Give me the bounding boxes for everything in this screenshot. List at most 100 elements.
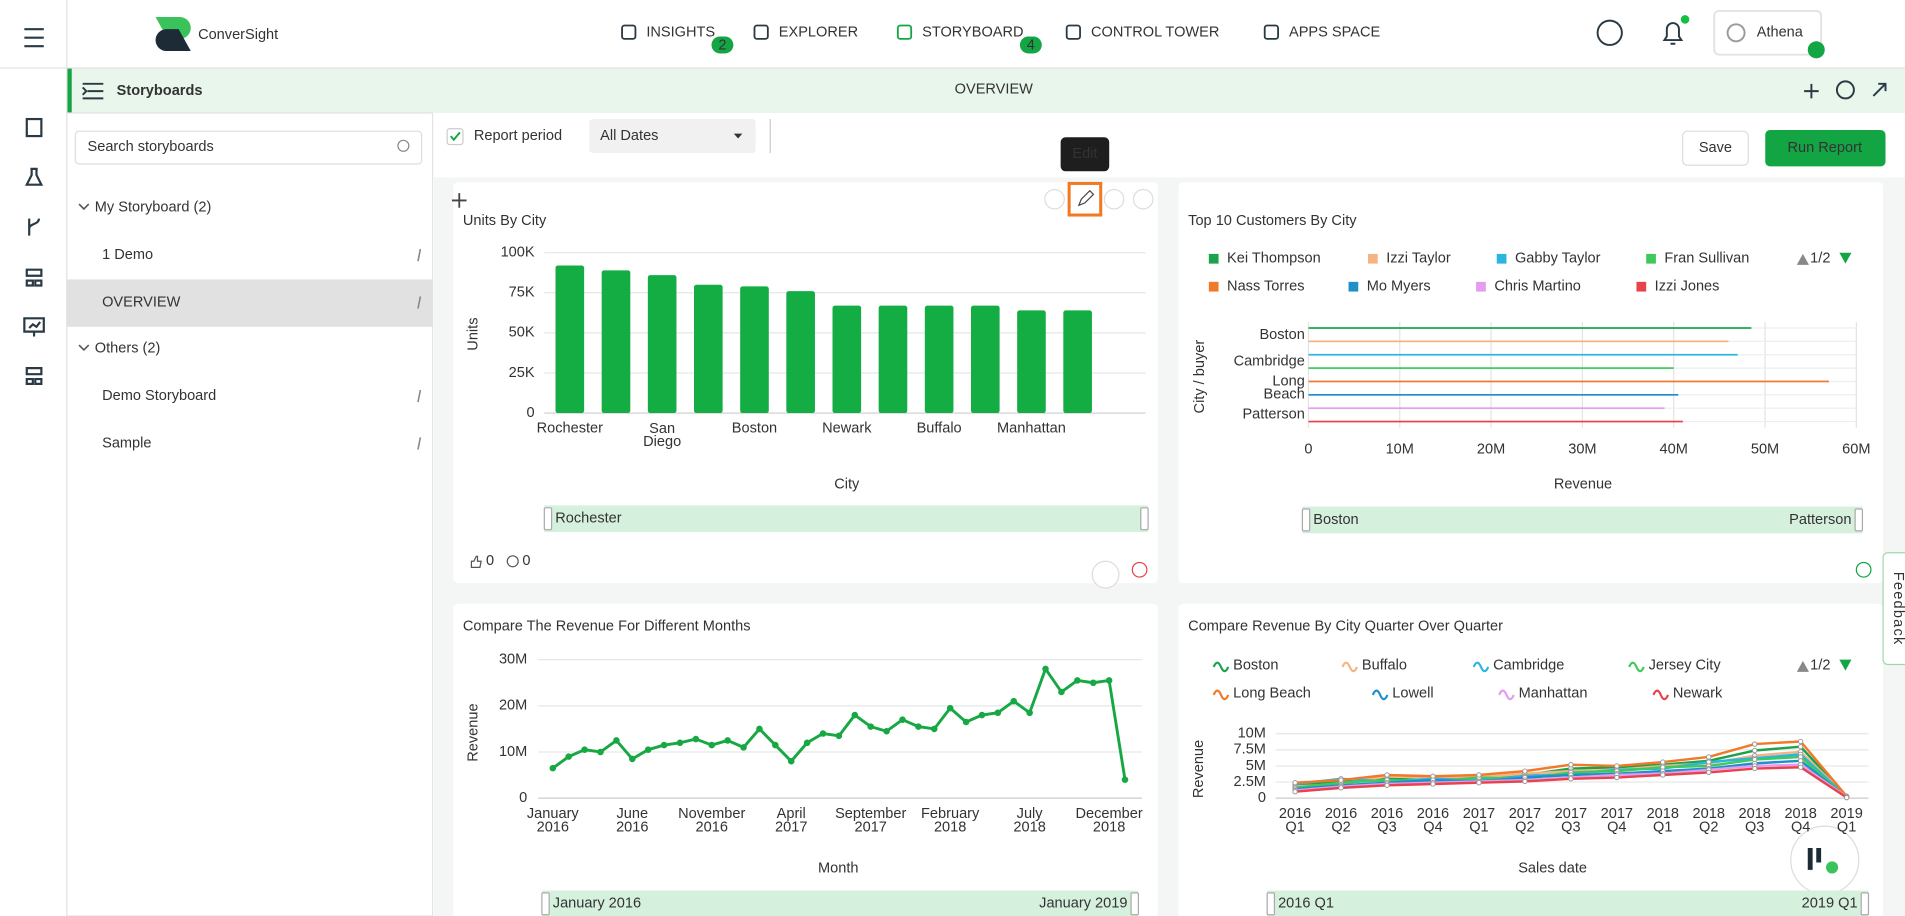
legend-label[interactable]: Jersey City bbox=[1649, 658, 1722, 674]
refresh-button[interactable] bbox=[1103, 188, 1125, 210]
bar bbox=[1308, 340, 1729, 343]
bar bbox=[832, 305, 862, 414]
slider-handle[interactable] bbox=[1130, 892, 1139, 916]
save-label[interactable]: Save bbox=[1699, 140, 1732, 156]
bar bbox=[1308, 393, 1679, 396]
feedback-tab[interactable] bbox=[1882, 552, 1905, 666]
slider-handle[interactable] bbox=[1301, 508, 1311, 532]
user-box[interactable] bbox=[1713, 9, 1823, 56]
x-tick-label: 2017 Q2 bbox=[1509, 806, 1541, 835]
slider-handle[interactable] bbox=[1140, 507, 1149, 531]
storyboard-item[interactable]: Sample bbox=[102, 435, 151, 451]
more-button[interactable] bbox=[1132, 188, 1154, 210]
x-tick-label: 2017 Q3 bbox=[1555, 806, 1587, 835]
nav-tab[interactable]: APPS SPACE bbox=[1289, 25, 1380, 41]
legend-label[interactable]: Izzi Jones bbox=[1655, 279, 1720, 295]
point bbox=[1384, 772, 1390, 778]
storyboard-item[interactable]: 1 Demo bbox=[102, 247, 153, 263]
storyboard-item[interactable]: Demo Storyboard bbox=[102, 388, 216, 404]
legend-label[interactable]: Chris Martino bbox=[1494, 279, 1581, 295]
slider-handle[interactable] bbox=[1266, 892, 1276, 916]
nav-icon[interactable] bbox=[25, 367, 43, 385]
legend-label[interactable]: Izzi Taylor bbox=[1386, 251, 1451, 267]
period-dropdown[interactable] bbox=[589, 119, 756, 154]
legend-label[interactable]: Boston bbox=[1233, 658, 1278, 674]
nav-icon[interactable] bbox=[25, 167, 44, 186]
save-button[interactable] bbox=[1682, 130, 1749, 166]
nav-tab[interactable]: INSIGHTS bbox=[646, 25, 715, 41]
point bbox=[1752, 747, 1758, 754]
info-icon[interactable] bbox=[1131, 561, 1148, 578]
slider-handle[interactable] bbox=[541, 892, 550, 916]
point bbox=[1058, 688, 1065, 696]
chat-button[interactable] bbox=[1790, 825, 1860, 895]
point bbox=[851, 711, 859, 719]
pager-down[interactable] bbox=[1839, 252, 1852, 264]
pager-down[interactable] bbox=[1839, 659, 1852, 671]
nav-icon[interactable] bbox=[25, 117, 43, 138]
x-tick-label: 20M bbox=[1477, 441, 1505, 457]
legend-label[interactable]: Buffalo bbox=[1362, 658, 1407, 674]
assistant-icon[interactable] bbox=[1091, 560, 1120, 589]
point bbox=[708, 741, 716, 749]
help-icon[interactable] bbox=[1596, 19, 1623, 46]
collapse-icon[interactable] bbox=[1872, 82, 1887, 97]
point bbox=[1476, 772, 1482, 778]
slider-handle[interactable] bbox=[1860, 892, 1870, 916]
range-slider[interactable] bbox=[1302, 506, 1863, 534]
nav-icon[interactable] bbox=[28, 218, 41, 236]
nav-tab[interactable]: STORYBOARD bbox=[922, 25, 1023, 41]
filter-value[interactable]: All Dates bbox=[600, 128, 658, 144]
legend-label[interactable]: Newark bbox=[1673, 686, 1723, 702]
legend-label[interactable]: Nass Torres bbox=[1227, 279, 1304, 295]
y-tick-label: 10M bbox=[499, 744, 527, 760]
range-slider[interactable] bbox=[1267, 890, 1869, 916]
bell-icon[interactable] bbox=[1662, 22, 1684, 45]
slider-handle[interactable] bbox=[543, 507, 553, 531]
settings-icon[interactable] bbox=[1835, 80, 1855, 100]
nav-icon[interactable] bbox=[25, 268, 43, 287]
pager-up[interactable] bbox=[1796, 660, 1809, 672]
run-label[interactable]: Run Report bbox=[1788, 140, 1862, 156]
legend-label[interactable]: Long Beach bbox=[1233, 686, 1311, 702]
notification-dot bbox=[1680, 15, 1690, 24]
legend-label[interactable]: Gabby Taylor bbox=[1515, 251, 1601, 267]
search-box[interactable] bbox=[74, 130, 423, 165]
search-input[interactable] bbox=[74, 130, 423, 165]
y-tick-label: 2.5M bbox=[1234, 774, 1266, 790]
edit-button[interactable] bbox=[1077, 189, 1095, 207]
nav-tab[interactable]: EXPLORER bbox=[779, 25, 858, 41]
bar bbox=[1308, 367, 1674, 369]
run-button[interactable] bbox=[1765, 129, 1886, 167]
group-label[interactable]: My Storyboard (2) bbox=[95, 200, 212, 216]
sidebar-toggle[interactable] bbox=[81, 82, 104, 100]
drag-handle[interactable] bbox=[451, 193, 467, 208]
point bbox=[1568, 762, 1574, 768]
expand-button[interactable] bbox=[1044, 188, 1065, 210]
legend-label[interactable]: Cambridge bbox=[1493, 658, 1564, 674]
range-slider[interactable] bbox=[544, 505, 1149, 533]
checkbox[interactable] bbox=[446, 128, 464, 146]
point bbox=[1042, 665, 1049, 673]
storyboard-item[interactable]: OVERVIEW bbox=[102, 294, 180, 310]
range-slider[interactable] bbox=[541, 890, 1139, 916]
nav-tab[interactable]: CONTROL TOWER bbox=[1091, 25, 1219, 41]
nav-icon[interactable] bbox=[23, 317, 45, 337]
bar bbox=[878, 305, 908, 414]
feedback-label[interactable]: Feedback bbox=[1890, 572, 1905, 646]
group-label[interactable]: Others (2) bbox=[95, 341, 161, 357]
info-icon[interactable] bbox=[1855, 561, 1872, 578]
slider-handle[interactable] bbox=[1854, 508, 1864, 532]
legend-label[interactable]: Mo Myers bbox=[1367, 279, 1431, 295]
user-name[interactable]: Athena bbox=[1757, 25, 1804, 41]
add-icon[interactable] bbox=[1804, 83, 1819, 99]
x-tick-label: December 2018 bbox=[1076, 806, 1143, 835]
bar bbox=[786, 291, 815, 414]
legend-label[interactable]: Kei Thompson bbox=[1227, 251, 1321, 267]
pager-up[interactable] bbox=[1796, 253, 1809, 265]
legend-label[interactable]: Manhattan bbox=[1519, 686, 1588, 702]
legend-label[interactable]: Fran Sullivan bbox=[1664, 251, 1749, 267]
slider-end: January 2019 bbox=[1039, 896, 1127, 912]
legend-label[interactable]: Lowell bbox=[1392, 686, 1433, 702]
menu-icon[interactable] bbox=[24, 28, 44, 48]
